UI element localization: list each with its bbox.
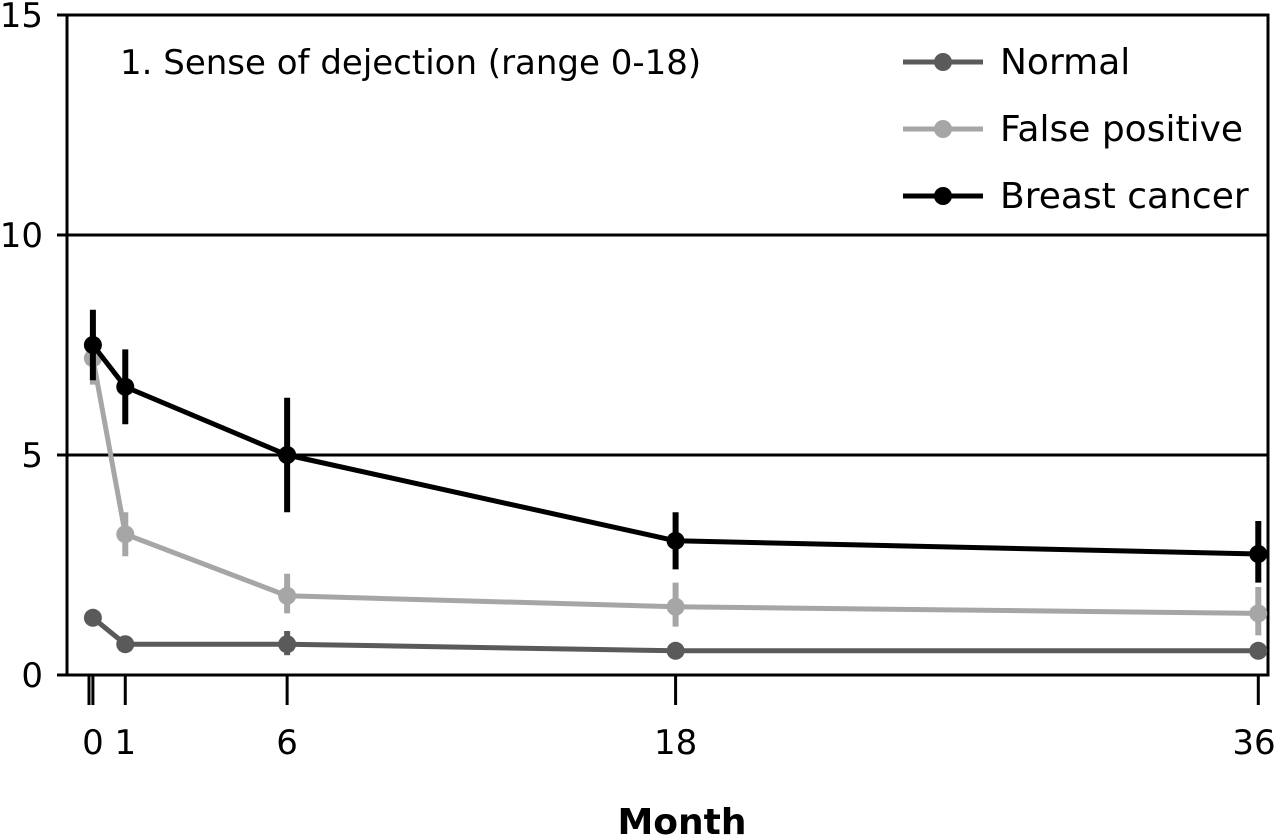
legend-swatch-marker: [934, 53, 952, 71]
y-tick-label: 15: [0, 0, 43, 36]
data-point: [278, 586, 297, 605]
y-tick-label: 10: [0, 216, 43, 256]
series-layer: [83, 309, 1268, 660]
legend-item-normal: Normal: [903, 42, 1130, 83]
grid-lines: [65, 13, 1270, 677]
x-tick-label: 36: [1232, 723, 1275, 763]
data-point: [278, 635, 297, 654]
series-line: [90, 357, 1259, 616]
data-point: [278, 446, 297, 464]
x-tick-label: 6: [276, 723, 298, 763]
data-point: [116, 635, 135, 654]
series-false-positive: [83, 331, 1268, 636]
x-tick-label: 18: [654, 723, 697, 763]
data-point: [1249, 545, 1268, 563]
legend-label: False positive: [1000, 109, 1243, 150]
legend-label: Normal: [1000, 42, 1130, 83]
x-tick-label: 0: [82, 723, 104, 763]
legend: Normal False positive Breast cancer: [903, 42, 1249, 217]
legend-item-false-positive: False positive: [903, 109, 1243, 150]
data-point: [116, 377, 135, 396]
legend-swatch-marker: [934, 120, 952, 138]
chart-title: 1. Sense of dejection (range 0-18): [120, 43, 701, 83]
data-point: [116, 525, 135, 544]
series-breast-cancer: [83, 309, 1268, 583]
y-tick-label: 5: [21, 436, 43, 476]
data-point: [83, 336, 102, 354]
data-point: [1249, 641, 1268, 660]
legend-label: Breast cancer: [1000, 176, 1249, 217]
plot-frame: [65, 13, 1270, 677]
data-point: [666, 531, 685, 550]
x-tick-label: 1: [114, 723, 136, 763]
series-normal: [83, 608, 1268, 660]
data-point: [1249, 604, 1268, 623]
data-point: [666, 641, 685, 660]
y-tick-label: 0: [21, 656, 43, 696]
legend-item-breast-cancer: Breast cancer: [903, 176, 1249, 217]
data-point: [83, 608, 102, 627]
legend-swatch-marker: [934, 187, 952, 205]
x-axis-label: Month: [617, 802, 746, 840]
data-point: [666, 597, 685, 616]
